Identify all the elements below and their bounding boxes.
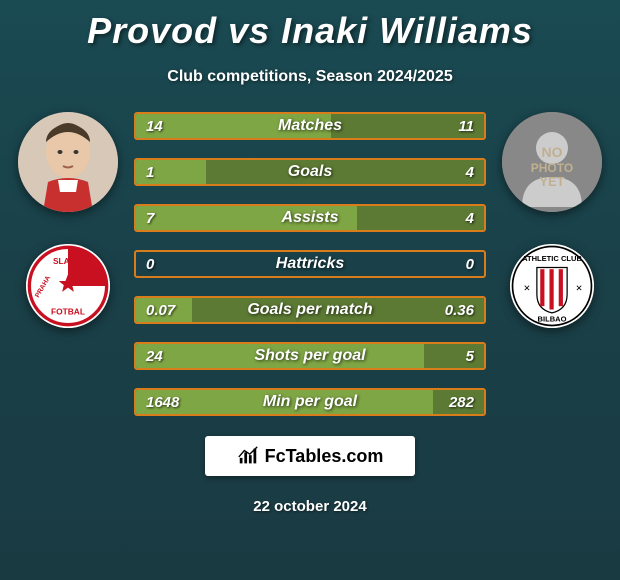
svg-text:PHOTO: PHOTO: [531, 161, 573, 175]
player-right-avatar: NO PHOTO YET: [502, 112, 602, 212]
stat-value-right: 11: [458, 118, 474, 135]
stat-value-left: 1: [146, 164, 154, 181]
stat-value-left: 7: [146, 210, 154, 227]
no-photo-icon: NO PHOTO YET: [502, 112, 602, 212]
comparison-content: SLAVIA FOTBAL PRAHA 1411Matches14Goals74…: [0, 112, 620, 416]
stat-label: Shots per goal: [254, 347, 365, 365]
stat-value-left: 0.07: [146, 302, 175, 319]
player-right-club-badge: ATHLETIC CLUB BILBAO ✕ ✕: [510, 244, 594, 328]
stat-fill-right: [206, 160, 484, 184]
stat-row: 1 4 Goals: [134, 158, 486, 186]
svg-text:ATHLETIC CLUB: ATHLETIC CLUB: [522, 254, 582, 263]
left-column: SLAVIA FOTBAL PRAHA: [18, 112, 118, 328]
svg-text:NO: NO: [542, 144, 563, 160]
slavia-praha-badge-icon: SLAVIA FOTBAL PRAHA: [26, 244, 110, 328]
svg-text:FOTBAL: FOTBAL: [51, 307, 85, 317]
stat-row: 1648 282 Min per goal: [134, 388, 486, 416]
player-left-avatar: [18, 112, 118, 212]
player-left-club-badge: SLAVIA FOTBAL PRAHA: [26, 244, 110, 328]
stat-row: 14 11 Matches: [134, 112, 486, 140]
stat-label: Goals: [288, 163, 332, 181]
right-column: NO PHOTO YET ATHLETIC CLUB BILBAO ✕ ✕: [502, 112, 602, 328]
stat-value-left: 1648: [146, 394, 179, 411]
svg-text:YET: YET: [539, 174, 564, 189]
stat-row: 7 4 Assists: [134, 204, 486, 232]
stat-value-right: 5: [466, 348, 474, 365]
stat-label: Assists: [282, 209, 339, 227]
subtitle: Club competitions, Season 2024/2025: [0, 68, 620, 86]
stat-row: 0 0 Hattricks: [134, 250, 486, 278]
stat-value-left: 0: [146, 256, 154, 273]
stat-value-left: 24: [146, 348, 163, 365]
stat-value-right: 0: [466, 256, 474, 273]
stat-fill-right: [424, 344, 484, 368]
svg-text:✕: ✕: [576, 283, 583, 293]
svg-text:BILBAO: BILBAO: [538, 314, 567, 323]
stat-label: Goals per match: [247, 301, 372, 319]
svg-text:✕: ✕: [523, 283, 530, 293]
stat-row: 0.07 0.36 Goals per match: [134, 296, 486, 324]
stat-label: Matches: [278, 117, 342, 135]
stat-bars: 1411Matches14Goals74Assists00Hattricks0.…: [134, 112, 486, 416]
stat-value-right: 4: [466, 210, 474, 227]
page-title: Provod vs Inaki Williams: [0, 0, 620, 52]
chart-icon: [237, 445, 259, 467]
stat-row: 24 5 Shots per goal: [134, 342, 486, 370]
footer-date: 22 october 2024: [0, 498, 620, 515]
player-left-face-icon: [18, 112, 118, 212]
footer-brand-text: FcTables.com: [265, 446, 384, 467]
stat-value-right: 0.36: [445, 302, 474, 319]
stat-label: Min per goal: [263, 393, 357, 411]
stat-label: Hattricks: [276, 255, 344, 273]
stat-value-right: 4: [466, 164, 474, 181]
stat-value-right: 282: [449, 394, 474, 411]
svg-text:SLAVIA: SLAVIA: [53, 256, 83, 266]
athletic-bilbao-badge-icon: ATHLETIC CLUB BILBAO ✕ ✕: [510, 244, 594, 328]
footer-brand[interactable]: FcTables.com: [205, 436, 415, 476]
stat-value-left: 14: [146, 118, 163, 135]
